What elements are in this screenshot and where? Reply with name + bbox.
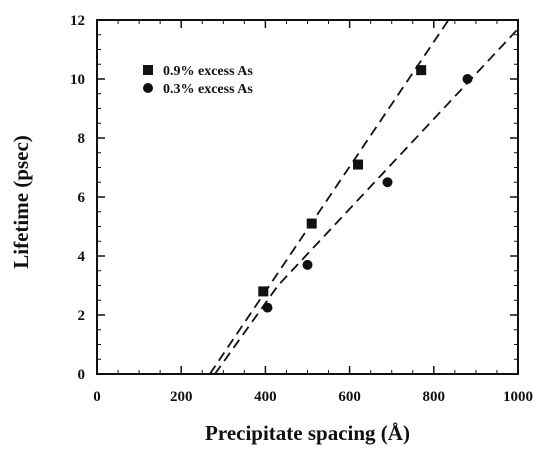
plot-area: 0 200 400 600 800 1000 0 2 4 6 8 10 12 0.9% excess As…	[70, 13, 533, 405]
data-point-square	[416, 65, 427, 76]
data-point-circle	[382, 177, 393, 188]
x-tick-label: 1000	[503, 389, 533, 405]
y-tick-label: 8	[78, 131, 86, 147]
fit-line-series-1	[209, 20, 450, 374]
x-tick-label: 200	[170, 389, 193, 405]
y-tick-label: 12	[70, 13, 85, 29]
x-tick-label: 0	[93, 389, 101, 405]
y-tick-label: 10	[70, 72, 85, 88]
x-tick-label: 800	[423, 389, 446, 405]
y-tick-label: 2	[78, 308, 86, 324]
data-point-square	[258, 286, 269, 297]
data-point-circle	[262, 302, 273, 313]
y-tick-label: 0	[78, 367, 86, 383]
fit-lines	[209, 20, 518, 374]
x-tick-label: 600	[338, 389, 361, 405]
y-tick-label: 4	[78, 249, 86, 265]
data-point-circle	[462, 74, 473, 84]
fit-line-series-2	[214, 28, 518, 374]
y-axis-label: Lifetime (psec)	[9, 135, 33, 269]
data-point-circle	[302, 259, 313, 270]
legend-label: 0.3% excess As	[163, 82, 253, 97]
data-point-square	[306, 218, 317, 229]
data-point-square	[353, 159, 364, 170]
legend-marker-circle	[143, 83, 153, 93]
x-tick-label: 400	[254, 389, 277, 405]
x-axis-label: Precipitate spacing (Å)	[205, 421, 410, 445]
axes-frame	[96, 19, 519, 375]
legend-label: 0.9% excess As	[163, 64, 253, 79]
legend-marker-square	[143, 65, 153, 75]
y-tick-label: 6	[78, 190, 86, 206]
